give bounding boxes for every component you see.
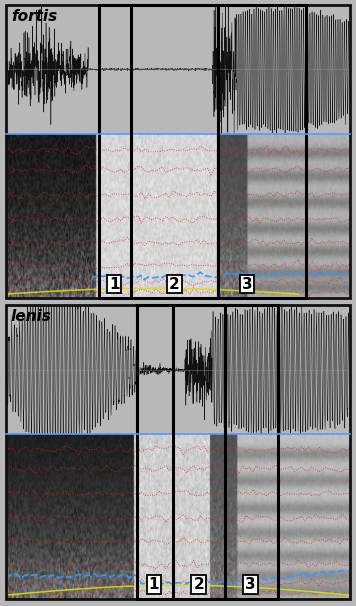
Text: 3: 3 xyxy=(245,577,256,592)
Text: lenis: lenis xyxy=(11,309,52,324)
Text: 2: 2 xyxy=(169,276,180,291)
Text: 1: 1 xyxy=(109,276,120,291)
Text: fortis: fortis xyxy=(11,8,57,24)
Text: 1: 1 xyxy=(148,577,159,592)
Text: 2: 2 xyxy=(193,577,204,592)
Text: 3: 3 xyxy=(242,276,252,291)
